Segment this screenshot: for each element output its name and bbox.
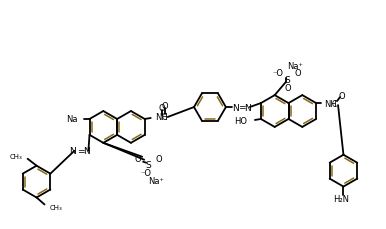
Text: N: N: [232, 103, 239, 112]
Text: Na: Na: [66, 115, 78, 124]
Text: O: O: [284, 83, 291, 92]
Text: N: N: [69, 147, 76, 155]
Text: S: S: [145, 161, 151, 169]
Text: Na⁺: Na⁺: [148, 176, 164, 185]
Text: =: =: [238, 103, 245, 112]
Text: =: =: [77, 147, 84, 155]
Text: CH₃: CH₃: [10, 153, 23, 159]
Text: NH: NH: [324, 99, 337, 108]
Text: HO: HO: [234, 117, 247, 126]
Text: ⁻O: ⁻O: [141, 168, 152, 177]
Text: ⁻O: ⁻O: [272, 68, 283, 77]
Text: O: O: [161, 101, 168, 110]
Text: CH₃: CH₃: [49, 204, 62, 210]
Text: C: C: [332, 99, 337, 108]
Text: NH: NH: [155, 113, 168, 122]
Text: N: N: [244, 103, 251, 112]
Text: O: O: [156, 155, 163, 164]
Text: O: O: [135, 155, 142, 164]
Text: S: S: [285, 75, 291, 84]
Text: O: O: [158, 103, 165, 112]
Text: C: C: [162, 113, 167, 122]
Text: H₂N: H₂N: [334, 194, 349, 203]
Text: O: O: [339, 91, 345, 100]
Text: Na⁺: Na⁺: [287, 62, 303, 71]
Text: N: N: [83, 147, 90, 155]
Text: O: O: [294, 68, 301, 77]
